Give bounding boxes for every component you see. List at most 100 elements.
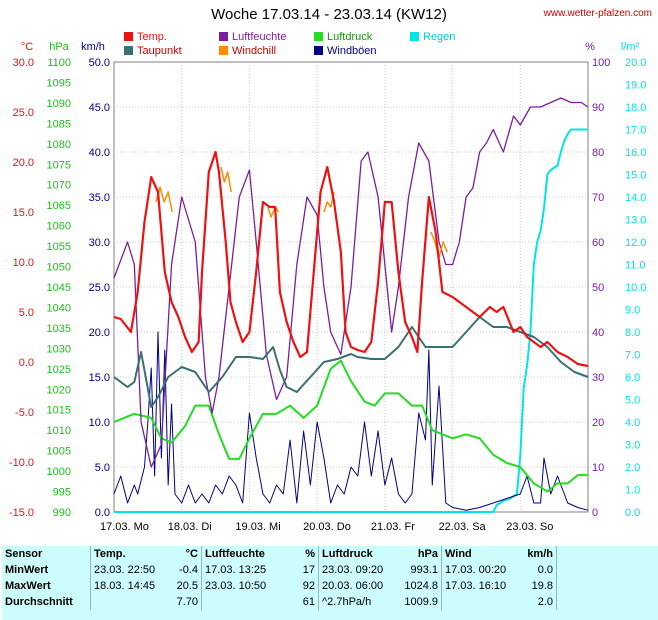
axis-tick-rain: 13.0	[625, 215, 646, 227]
axis-tick-humidity: 90	[592, 102, 604, 114]
stats-humidity-time: 23.03. 10:50	[201, 578, 294, 594]
site-link[interactable]: www.wetter-pfalzen.com	[543, 8, 652, 19]
axis-tick-pressure: 1015	[47, 405, 71, 417]
axis-tick-pressure: 1100	[47, 57, 71, 69]
axis-tick-humidity: 100	[592, 57, 610, 69]
axis-tick-temp: -15.0	[9, 507, 34, 519]
stats-pressure-time: 20.03. 06:00	[318, 578, 401, 594]
axis-tick-rain: 17.0	[625, 125, 646, 137]
axis-tick-wind: 25.0	[89, 282, 110, 294]
axis-tick-wind: 30.0	[89, 237, 110, 249]
axis-tick-humidity: 30	[592, 372, 604, 384]
axis-tick-pressure: 1010	[47, 425, 71, 437]
legend-windchill: Windchill	[219, 45, 276, 57]
stats-header-wind-unit: km/h	[527, 548, 553, 560]
axis-tick-wind: 0.0	[95, 507, 110, 519]
axis-tick-temp: 30.0	[13, 57, 34, 69]
legend-swatch-windchill	[219, 46, 228, 55]
axis-unit-rain: l/m²	[621, 41, 640, 53]
series-line-taupunkt	[113, 316, 589, 408]
axis-tick-humidity: 0	[592, 507, 598, 519]
axis-tick-rain: 18.0	[625, 102, 646, 114]
stats-temp-time: 18.03. 14:45	[90, 578, 173, 594]
axis-tick-rain: 15.0	[625, 170, 646, 182]
stats-temp-value: 20.5	[176, 580, 198, 592]
legend-swatch-rain	[410, 32, 419, 41]
axis-tick-pressure: 1090	[47, 98, 71, 110]
stats-pressure-value: 1009.9	[404, 596, 438, 608]
stats-wind-time	[441, 594, 520, 610]
stats-wind-time: 17.03. 16:10	[441, 578, 520, 594]
stats-row-label: MaxWert	[5, 580, 51, 592]
x-tick-label: 22.03. Sa	[439, 521, 487, 533]
axis-tick-rain: 10.0	[625, 282, 646, 294]
stats-temp-value: 7.70	[176, 596, 198, 608]
stats-wind-value: 2.0	[537, 596, 553, 608]
stats-pressure-trend: ^2.7hPa/h	[318, 594, 401, 610]
stats-row-label: Durchschnitt	[5, 596, 73, 608]
axis-tick-humidity: 70	[592, 192, 604, 204]
axis-unit-temp: °C	[21, 41, 33, 53]
legend-dewpoint: Taupunkt	[124, 45, 182, 57]
axis-tick-pressure: 990	[53, 507, 71, 519]
weather-chart: °C 30.0 25.0 20.0 15.0 10.0 5.0 0.0 -5.0 -10.0 -15…	[9, 41, 647, 533]
stats-temp-value: -0.4	[179, 564, 198, 576]
legend-temp: Temp.	[124, 31, 167, 43]
stats-header-spacer	[556, 546, 603, 562]
stats-header-pressure-unit: hPa	[417, 548, 438, 560]
stats-spacer	[556, 578, 603, 594]
stats-spacer	[556, 562, 603, 578]
axis-tick-temp: 5.0	[19, 307, 34, 319]
axis-tick-temp: 25.0	[13, 107, 34, 119]
legend-swatch-dewpoint	[124, 46, 133, 55]
axis-tick-rain: 5.0	[625, 395, 640, 407]
axis-tick-humidity: 20	[592, 417, 604, 429]
axis-tick-wind: 35.0	[89, 192, 110, 204]
axis-tick-temp: 15.0	[13, 207, 34, 219]
stats-pressure-value: 1024.8	[404, 580, 438, 592]
axis-tick-rain: 11.0	[625, 260, 646, 272]
x-tick-label: 19.03. Mi	[235, 521, 280, 533]
axis-tick-rain: 19.0	[625, 80, 646, 92]
page-title: Woche 17.03.14 - 23.03.14 (KW12)	[211, 6, 447, 23]
axis-tick-humidity: 50	[592, 282, 604, 294]
axis-unit-pressure: hPa	[49, 41, 69, 53]
legend-label-rain: Regen	[423, 31, 456, 43]
x-tick-label: 21.03. Fr	[371, 521, 415, 533]
stats-pressure-value: 993.1	[410, 564, 438, 576]
axis-tick-pressure: 1060	[47, 221, 71, 233]
axis-tick-wind: 5.0	[95, 462, 110, 474]
stats-header-pressure: Luftdruck	[318, 546, 401, 562]
axis-tick-pressure: 1095	[47, 77, 71, 89]
axis-unit-wind: km/h	[81, 41, 105, 53]
stats-wind-value: 19.8	[531, 580, 553, 592]
x-tick-label: 18.03. Di	[168, 521, 212, 533]
axis-tick-pressure: 1080	[47, 139, 71, 151]
stats-row-label: MinWert	[5, 564, 49, 576]
legend-swatch-humidity	[219, 32, 228, 41]
legend-label-temp: Temp.	[137, 31, 167, 43]
x-tick-label: 17.03. Mo	[100, 521, 149, 533]
x-tick-label: 20.03. Do	[303, 521, 351, 533]
axis-tick-rain: 1.0	[625, 485, 640, 497]
legend-label-dewpoint: Taupunkt	[137, 45, 182, 57]
axis-tick-humidity: 10	[592, 462, 604, 474]
axis-tick-temp: 0.0	[19, 357, 34, 369]
axis-tick-humidity: 40	[592, 327, 604, 339]
axis-tick-rain: 0.0	[625, 507, 640, 519]
axis-tick-pressure: 1050	[47, 262, 71, 274]
axis-tick-wind: 50.0	[89, 57, 110, 69]
axis-tick-pressure: 1030	[47, 343, 71, 355]
axis-tick-rain: 6.0	[625, 372, 640, 384]
axis-tick-pressure: 1040	[47, 302, 71, 314]
axis-tick-pressure: 1075	[47, 159, 71, 171]
legend-label-humidity: Luftfeuchte	[232, 31, 287, 43]
axis-tick-pressure: 995	[53, 487, 71, 499]
axis-tick-pressure: 1065	[47, 200, 71, 212]
series-line-temp	[113, 150, 589, 368]
axis-tick-wind: 45.0	[89, 102, 110, 114]
axis-tick-rain: 7.0	[625, 350, 640, 362]
stats-temp-time	[90, 594, 173, 610]
stats-row-max: MaxWert 18.03. 14:45 20.5 23.03. 10:50 9…	[2, 578, 603, 594]
